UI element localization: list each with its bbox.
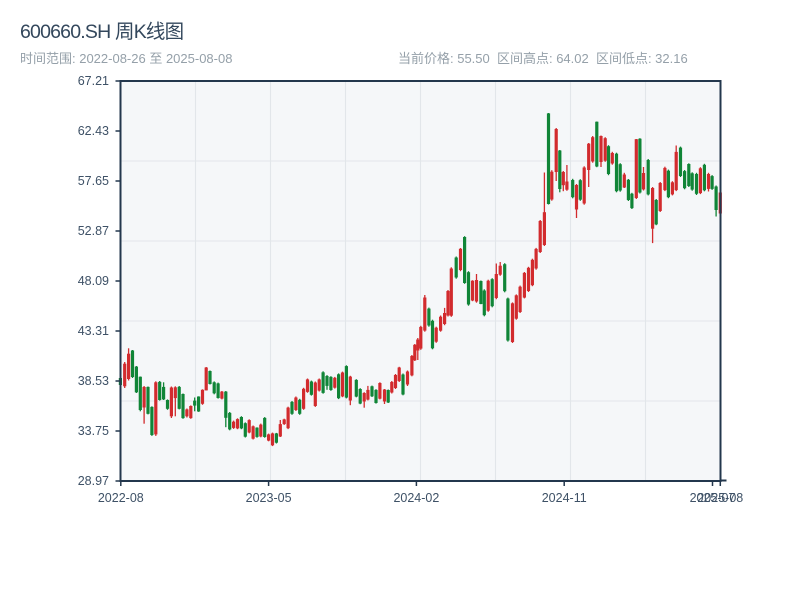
svg-text:2025-08: 2025-08 <box>697 491 743 505</box>
svg-text:62.43: 62.43 <box>78 124 109 138</box>
svg-text:2023-05: 2023-05 <box>246 491 292 505</box>
svg-text:2024-02: 2024-02 <box>393 491 439 505</box>
svg-text:43.31: 43.31 <box>78 324 109 338</box>
svg-text:28.97: 28.97 <box>78 474 109 488</box>
svg-text:600660.SH 周K线图: 600660.SH 周K线图 <box>20 21 183 43</box>
svg-text:48.09: 48.09 <box>78 274 109 288</box>
svg-text:时间范围: 2022-08-26 至 2025-08-08: 时间范围: 2022-08-26 至 2025-08-08 <box>20 51 232 66</box>
svg-text:2025-07: 2025-07 <box>690 491 736 505</box>
svg-text:57.65: 57.65 <box>78 174 109 188</box>
svg-text:33.75: 33.75 <box>78 424 109 438</box>
svg-text:2022-08: 2022-08 <box>98 491 144 505</box>
svg-text:2024-11: 2024-11 <box>542 491 587 505</box>
svg-text:52.87: 52.87 <box>78 224 109 238</box>
svg-text:当前价格: 55.50 区间高点: 64.02 区间低点: 当前价格: 55.50 区间高点: 64.02 区间低点: 32.16 <box>398 51 688 66</box>
svg-text:38.53: 38.53 <box>78 374 109 388</box>
svg-text:67.21: 67.21 <box>78 74 109 88</box>
